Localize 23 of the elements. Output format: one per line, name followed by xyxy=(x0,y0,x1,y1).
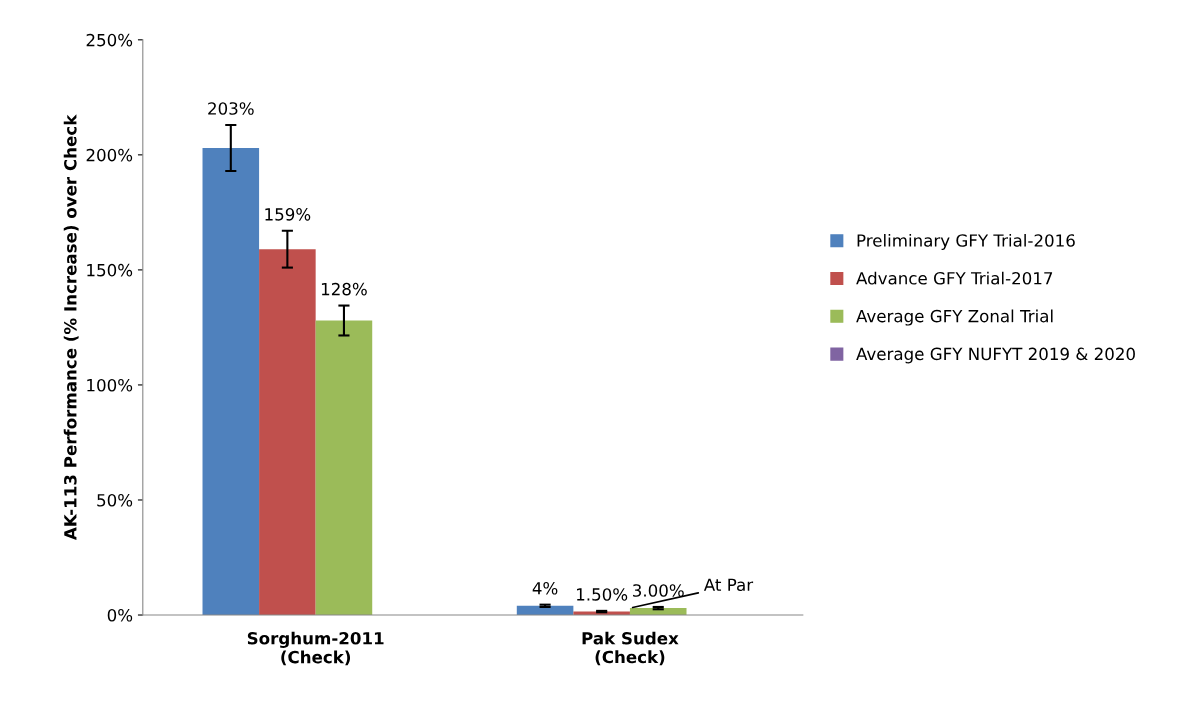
bar xyxy=(202,147,260,616)
data-label: 203% xyxy=(208,102,254,115)
data-label: 159% xyxy=(265,208,311,221)
y-tick-label: 50% xyxy=(97,493,133,507)
data-label: 3.00% xyxy=(633,584,684,597)
x-tick-label: Sorghum-2011 (Check) xyxy=(247,631,384,666)
x-tick-label: Pak Sudex (Check) xyxy=(582,631,679,666)
y-axis-title: AK-113 Performance (% Increase) over Check xyxy=(63,114,79,541)
bar xyxy=(315,320,373,616)
legend-label: Preliminary GFY Trial-2016 xyxy=(857,233,1075,251)
data-label: 4% xyxy=(532,581,558,595)
data-label: 128% xyxy=(321,282,367,296)
y-tick-label: 150% xyxy=(87,263,133,277)
y-tick-label: 250% xyxy=(86,33,133,47)
legend-label: Advance GFY Trial-2017 xyxy=(856,271,1053,285)
data-label: 1.50% xyxy=(577,588,628,601)
bar xyxy=(259,249,316,616)
y-tick-label: 0% xyxy=(107,608,133,622)
legend-label: Average GFY NUFYT 2019 & 2020 xyxy=(856,347,1135,364)
y-tick-label: 200% xyxy=(86,148,133,162)
legend-label: Average GFY Zonal Trial xyxy=(856,309,1053,326)
annotation: At Par xyxy=(703,578,754,592)
y-tick-label: 100% xyxy=(87,378,133,392)
